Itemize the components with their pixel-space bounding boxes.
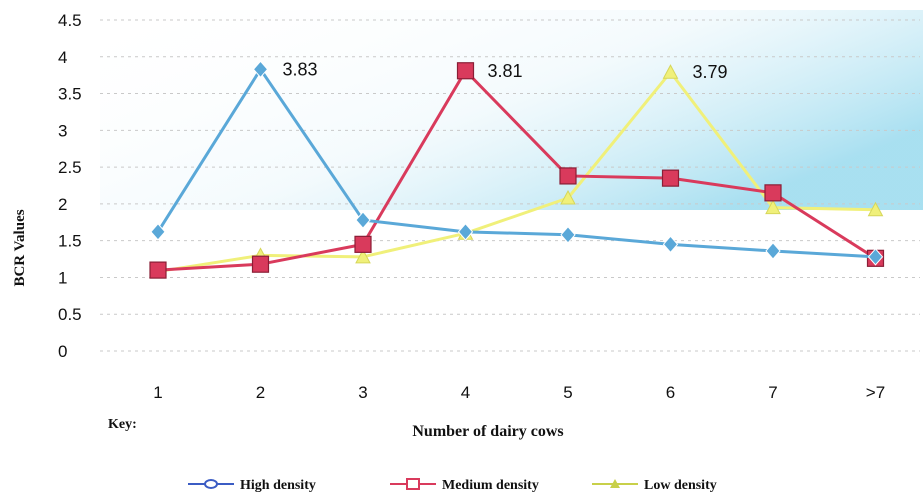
y-tick-label: 3 bbox=[58, 121, 67, 140]
series-line bbox=[156, 67, 876, 259]
x-tick-label: 3 bbox=[358, 383, 367, 402]
series-line bbox=[157, 70, 876, 274]
y-tick-label: 1.5 bbox=[58, 232, 82, 251]
legend-label: Medium density bbox=[442, 478, 539, 493]
data-point bbox=[457, 223, 474, 241]
data-point bbox=[867, 201, 884, 217]
data-label: 3.79 bbox=[693, 62, 728, 82]
y-axis-ticks: 0 0.5 1 1.5 2 2.5 3 3.5 4 4.5 bbox=[58, 11, 82, 361]
data-labels: 3.83 3.81 3.79 bbox=[283, 59, 728, 82]
legend-marker bbox=[204, 479, 218, 489]
legend-item: High density bbox=[188, 478, 316, 493]
data-point bbox=[764, 184, 782, 202]
data-point bbox=[355, 248, 371, 264]
y-tick-label: 3.5 bbox=[58, 85, 82, 104]
data-point bbox=[765, 199, 781, 215]
x-axis-title: Number of dairy cows bbox=[412, 423, 563, 440]
x-tick-label: 2 bbox=[256, 383, 265, 402]
data-point bbox=[252, 60, 269, 79]
y-tick-label: 2 bbox=[58, 195, 67, 214]
plot-background bbox=[100, 10, 923, 210]
legend-marker bbox=[610, 479, 620, 488]
x-tick-label: >7 bbox=[866, 383, 885, 402]
data-label: 3.83 bbox=[283, 59, 318, 79]
data-point bbox=[355, 211, 371, 229]
y-axis-title: BCR Values bbox=[12, 209, 28, 286]
x-tick-label: 6 bbox=[666, 383, 675, 402]
y-tick-label: 0.5 bbox=[58, 305, 82, 324]
legend: High density Medium density Low density bbox=[188, 478, 717, 493]
data-point bbox=[456, 62, 475, 80]
x-axis-ticks: 1 2 3 4 5 6 7 >7 bbox=[153, 383, 885, 402]
y-tick-label: 4 bbox=[58, 48, 67, 67]
x-tick-label: 5 bbox=[563, 383, 572, 402]
key-label: Key: bbox=[108, 417, 137, 432]
data-point bbox=[149, 261, 167, 279]
series-low-density bbox=[150, 64, 884, 279]
data-point bbox=[867, 248, 884, 266]
data-point bbox=[354, 235, 372, 253]
data-point bbox=[661, 169, 680, 187]
data-point bbox=[765, 242, 781, 260]
x-tick-label: 1 bbox=[153, 383, 162, 402]
y-tick-label: 1 bbox=[58, 268, 67, 287]
y-tick-label: 2.5 bbox=[58, 158, 82, 177]
legend-label: Low density bbox=[644, 478, 717, 493]
y-tick-label: 0 bbox=[58, 342, 67, 361]
data-point bbox=[560, 226, 576, 244]
legend-item: Low density bbox=[592, 478, 717, 493]
y-tick-label: 4.5 bbox=[58, 11, 82, 30]
x-tick-label: 4 bbox=[461, 383, 470, 402]
legend-label: High density bbox=[240, 478, 316, 493]
legend-item: Medium density bbox=[390, 478, 539, 493]
legend-marker bbox=[406, 478, 420, 490]
data-point bbox=[560, 189, 576, 205]
data-point bbox=[559, 167, 577, 185]
series-line bbox=[157, 69, 877, 272]
data-point bbox=[150, 223, 166, 241]
series-lines bbox=[149, 60, 885, 279]
data-point bbox=[662, 235, 679, 254]
series-medium-density bbox=[149, 62, 885, 279]
data-point bbox=[662, 64, 679, 79]
x-tick-label: 7 bbox=[768, 383, 777, 402]
data-point bbox=[251, 255, 270, 273]
series-high-density bbox=[150, 60, 884, 266]
data-label: 3.81 bbox=[488, 61, 523, 81]
